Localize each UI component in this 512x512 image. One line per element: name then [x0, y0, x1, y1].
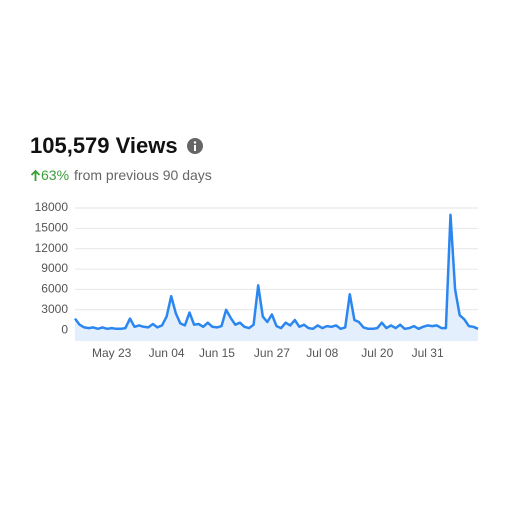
y-tick-label: 6000 — [41, 282, 68, 296]
change-percent: 63% — [41, 167, 70, 183]
y-tick-label: 9000 — [41, 261, 68, 275]
x-tick-label: Jul 08 — [306, 346, 338, 360]
line — [74, 213, 479, 331]
views-title: 105,579 Views — [30, 133, 178, 158]
y-tick-label: 0 — [61, 322, 68, 336]
change-row: 63% from previous 90 days — [30, 167, 212, 183]
area — [75, 214, 478, 341]
y-tick-label: 3000 — [41, 302, 68, 316]
x-tick-label: Jun 27 — [254, 346, 290, 360]
info-icon[interactable] — [186, 137, 204, 155]
x-tick-label: Jul 20 — [361, 346, 393, 360]
x-tick-label: Jul 31 — [412, 346, 444, 360]
y-tick-label: 12000 — [35, 241, 69, 255]
title-row: 105,579 Views — [30, 133, 212, 159]
header: 105,579 Views 63% from previous 90 days — [30, 133, 212, 183]
y-tick-label: 15000 — [35, 221, 69, 235]
y-tick-label: 18000 — [35, 200, 69, 214]
change-text: from previous 90 days — [74, 167, 212, 183]
up-arrow — [30, 169, 41, 181]
x-tick-label: Jun 15 — [199, 346, 235, 360]
x-tick-label: Jun 04 — [149, 346, 185, 360]
x-tick-label: May 23 — [92, 346, 132, 360]
